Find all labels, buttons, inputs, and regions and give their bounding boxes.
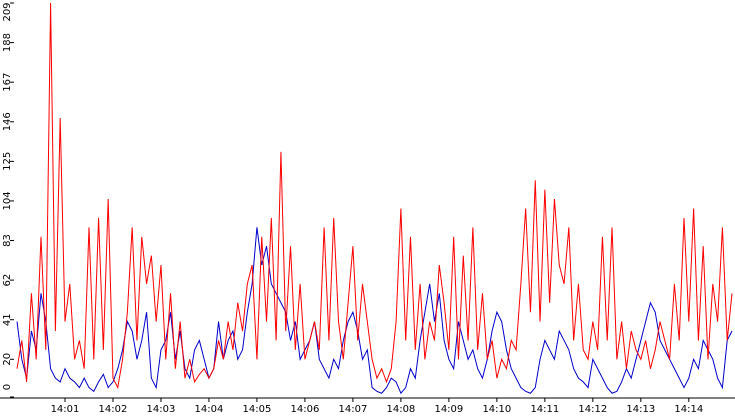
x-tick-label: 14:13 — [626, 404, 655, 415]
y-tick-label: 20 — [2, 353, 13, 366]
y-tick-label: 188 — [2, 33, 13, 52]
y-tick-label: 41 — [2, 313, 13, 326]
x-tick-label: 14:11 — [530, 404, 559, 415]
x-tick-label: 14:08 — [386, 404, 415, 415]
x-tick-label: 14:14 — [674, 404, 703, 415]
x-tick-label: 14:04 — [195, 404, 224, 415]
series-line — [16, 227, 733, 395]
y-tick-label: 62 — [2, 274, 13, 287]
x-tick-label: 14:02 — [99, 404, 128, 415]
x-tick-label: 14:09 — [434, 404, 463, 415]
x-tick-label: 14:03 — [147, 404, 176, 415]
y-tick-label: 146 — [2, 112, 13, 131]
y-tick-label: 104 — [2, 191, 13, 210]
y-tick-label: 167 — [2, 73, 13, 92]
x-tick-label: 14:10 — [482, 404, 511, 415]
y-tick-label: 125 — [2, 152, 13, 171]
y-tick-label: 209 — [2, 2, 13, 21]
x-tick-label: 14:06 — [291, 404, 320, 415]
series-line — [16, 2, 733, 390]
x-tick-label: 14:01 — [51, 404, 80, 415]
y-tick-label: 83 — [2, 234, 13, 247]
y-tick-label: 0 — [2, 384, 13, 390]
x-tick-label: 14:12 — [578, 404, 607, 415]
x-tick-label: 14:07 — [338, 404, 367, 415]
x-tick-label: 14:05 — [243, 404, 272, 415]
